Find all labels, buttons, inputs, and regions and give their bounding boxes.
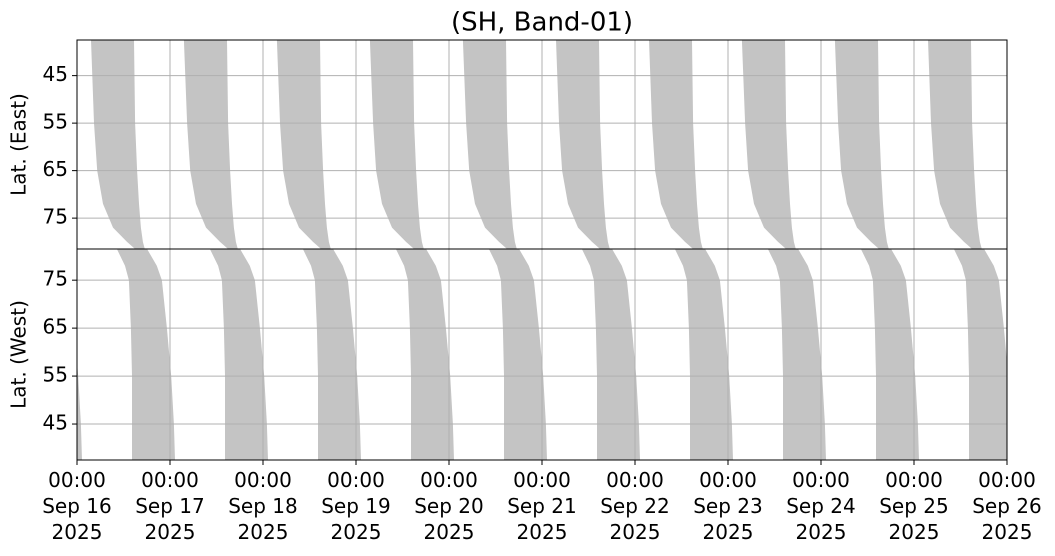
x-tick-label: 00:00 Sep 16 2025: [42, 468, 112, 544]
swath: [395, 249, 454, 460]
swath: [276, 40, 331, 249]
swath: [209, 249, 268, 460]
y-tick-label: 55: [43, 110, 68, 134]
x-tick-label: 00:00 Sep 21 2025: [507, 468, 577, 544]
swath: [556, 40, 610, 249]
x-tick-label: 00:00 Sep 26 2025: [972, 468, 1042, 544]
x-tick-label: 00:00 Sep 17 2025: [135, 468, 205, 544]
swath: [116, 249, 175, 460]
swath: [953, 249, 1007, 460]
swath-group: [77, 249, 1007, 460]
swath: [183, 40, 238, 249]
y-tick-label: 65: [43, 315, 68, 339]
swath: [741, 40, 796, 249]
swath: [369, 40, 424, 249]
x-tick-label: 00:00 Sep 24 2025: [786, 468, 856, 544]
y-tick-label: 45: [43, 62, 68, 86]
swath: [834, 40, 889, 249]
x-tick-label: 00:00 Sep 23 2025: [693, 468, 763, 544]
swath: [77, 362, 82, 460]
y-tick-label: 75: [43, 267, 68, 291]
y-tick-label: 45: [43, 411, 68, 435]
y-tick-label: 75: [43, 205, 68, 229]
swath: [649, 40, 703, 249]
swath: [767, 249, 826, 460]
x-tick-label: 00:00 Sep 22 2025: [600, 468, 670, 544]
swath: [462, 40, 517, 249]
swath: [581, 249, 640, 460]
y-axis-label: Lat. (East): [7, 93, 31, 196]
x-tick-label: 00:00 Sep 19 2025: [321, 468, 391, 544]
swath: [674, 249, 733, 460]
y-tick-label: 55: [43, 363, 68, 387]
swath: [860, 249, 919, 460]
x-tick-label: 00:00 Sep 18 2025: [228, 468, 298, 544]
swath-group: [91, 40, 982, 249]
x-tick-label: 00:00 Sep 25 2025: [879, 468, 949, 544]
x-tick-label: 00:00 Sep 20 2025: [414, 468, 484, 544]
swath: [928, 40, 982, 249]
swath: [302, 249, 361, 460]
y-axis-label: Lat. (West): [7, 300, 31, 409]
swath: [91, 40, 145, 249]
swath: [488, 249, 547, 460]
y-tick-label: 65: [43, 157, 68, 181]
chart-title: (SH, Band-01): [451, 8, 633, 38]
